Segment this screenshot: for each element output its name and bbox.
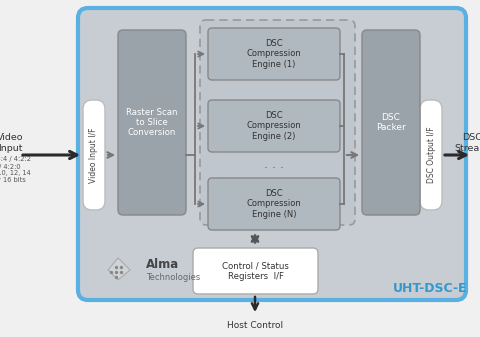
FancyBboxPatch shape [208, 178, 340, 230]
Text: Control / Status
Registers  I/F: Control / Status Registers I/F [222, 261, 289, 281]
FancyBboxPatch shape [362, 30, 420, 215]
FancyBboxPatch shape [420, 100, 442, 210]
Text: Video Input I/F: Video Input I/F [89, 127, 98, 183]
FancyBboxPatch shape [208, 100, 340, 152]
Text: · · ·: · · · [264, 161, 284, 175]
Polygon shape [108, 258, 130, 280]
Text: Host Control: Host Control [227, 321, 283, 331]
Text: Technologies: Technologies [146, 274, 200, 282]
FancyBboxPatch shape [193, 248, 318, 294]
Text: DSC
Compression
Engine (1): DSC Compression Engine (1) [247, 39, 301, 69]
Text: Raster Scan
to Slice
Conversion: Raster Scan to Slice Conversion [126, 108, 178, 137]
Text: DSC
Stream: DSC Stream [455, 133, 480, 153]
Text: DSC Output I/F: DSC Output I/F [427, 127, 435, 183]
Text: DSC
Compression
Engine (2): DSC Compression Engine (2) [247, 111, 301, 141]
FancyBboxPatch shape [118, 30, 186, 215]
FancyBboxPatch shape [208, 28, 340, 80]
Text: Video
Input: Video Input [0, 133, 23, 153]
Text: DSC
Packer: DSC Packer [376, 113, 406, 132]
Text: UHT-DSC-E: UHT-DSC-E [393, 281, 467, 295]
FancyBboxPatch shape [78, 8, 466, 300]
FancyBboxPatch shape [83, 100, 105, 210]
FancyBboxPatch shape [200, 20, 355, 225]
Text: 4:4:4 / 4:2:2
/ 4:2:0
8, 10, 12, 14
or 16 bits: 4:4:4 / 4:2:2 / 4:2:0 8, 10, 12, 14 or 1… [0, 156, 31, 184]
Text: Alma: Alma [146, 258, 179, 272]
Text: DSC
Compression
Engine (N): DSC Compression Engine (N) [247, 189, 301, 219]
